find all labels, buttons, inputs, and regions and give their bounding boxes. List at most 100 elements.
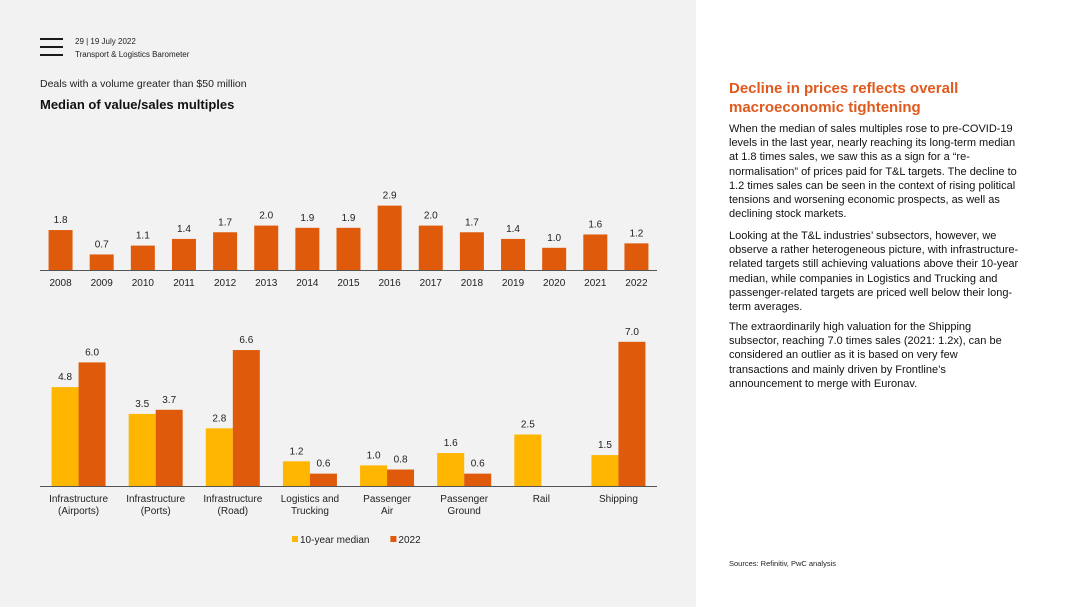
x-tick-label: Air [381, 506, 394, 517]
x-tick-label: 2009 [91, 278, 114, 289]
bar [309, 473, 337, 486]
value-label: 3.5 [135, 399, 149, 410]
text-line: declining stock markets. [729, 208, 847, 221]
bar [171, 238, 196, 270]
bar [514, 434, 542, 486]
x-tick-label: Passenger [363, 494, 411, 505]
x-tick-label: Shipping [599, 494, 638, 505]
x-tick-label: 2015 [337, 278, 360, 289]
value-label: 1.6 [444, 438, 458, 449]
value-label: 1.7 [218, 217, 232, 228]
value-label: 1.0 [547, 233, 561, 244]
x-tick-label: 2017 [420, 278, 443, 289]
value-label: 1.4 [506, 224, 520, 235]
x-tick-label: Infrastructure [49, 494, 108, 505]
value-label: 1.2 [289, 446, 303, 457]
x-tick-label: Passenger [440, 494, 488, 505]
value-label: 7.0 [625, 327, 639, 338]
bar [130, 245, 155, 270]
x-tick-label: 2014 [296, 278, 319, 289]
x-tick-label: Rail [533, 494, 550, 505]
legend-swatch [390, 536, 397, 542]
value-label: 2.8 [212, 413, 226, 424]
value-label: 0.8 [394, 455, 408, 466]
value-label: 1.4 [177, 224, 191, 235]
x-tick-label: (Airports) [58, 506, 99, 517]
value-label: 2.9 [383, 191, 397, 202]
x-tick-label: 2013 [255, 278, 278, 289]
bar [459, 232, 484, 270]
x-tick-label: Trucking [291, 506, 329, 517]
value-label: 0.7 [95, 239, 109, 250]
bar [437, 453, 465, 486]
text-line: transactions and mainly driven by Frontl… [729, 363, 946, 376]
x-tick-label: 2020 [543, 278, 566, 289]
bar [295, 227, 320, 270]
value-label: 3.7 [162, 395, 176, 406]
x-tick-label: 2011 [173, 278, 195, 289]
x-tick-label: 2010 [132, 278, 155, 289]
bar-charts: 1.8 2008 0.7 2009 1.1 2010 1.4 2011 1.7 2012 2.0 20… [40, 191, 657, 546]
bar [48, 230, 73, 270]
bar [501, 238, 526, 270]
x-tick-label: (Road) [218, 506, 249, 517]
bar [254, 225, 279, 270]
value-label: 2.5 [521, 420, 535, 431]
bar [155, 409, 183, 486]
text-line: subsector, reaching 7.0 times sales (202… [729, 335, 1002, 348]
x-tick-label: 2016 [379, 278, 402, 289]
value-label: 4.8 [58, 372, 72, 383]
heading-line: Decline in prices reflects overall [729, 80, 959, 97]
bar [387, 469, 415, 486]
hamburger-menu-icon[interactable] [40, 38, 63, 56]
value-label: 0.6 [471, 459, 485, 470]
x-tick-label: Infrastructure [126, 494, 185, 505]
value-label: 1.2 [629, 228, 643, 239]
value-label: 1.0 [367, 450, 381, 461]
paragraph-3: The extraordinarily high valuation for t… [729, 320, 1047, 391]
value-label: 1.9 [342, 213, 356, 224]
x-tick-label: 2021 [584, 278, 607, 289]
bar [591, 455, 619, 486]
x-tick-label: 2019 [502, 278, 525, 289]
bar [583, 234, 608, 270]
text-line: observe a rather heterogeneous picture, … [729, 244, 1019, 257]
bar [464, 473, 492, 486]
text-line: tensions and worsening economic prospect… [729, 194, 1000, 207]
x-tick-label: Infrastructure [203, 494, 262, 505]
bar [213, 232, 238, 270]
bar [618, 341, 646, 486]
bar [282, 461, 310, 486]
x-tick-label: 2022 [625, 278, 648, 289]
value-label: 6.0 [85, 347, 99, 358]
bar [51, 387, 79, 486]
x-tick-label: Ground [448, 506, 481, 517]
value-label: 1.6 [588, 219, 602, 230]
bar [89, 254, 114, 270]
page-info: 29 | 19 July 2022 [75, 37, 136, 46]
legend-label: 10-year median [300, 535, 369, 546]
text-panel [696, 0, 1080, 607]
sources-note: Sources: Refinitiv, PwC analysis [729, 559, 836, 568]
text-line: levels in the last year, nearly reaching… [729, 137, 1016, 150]
bar [360, 465, 388, 486]
chart-title: Median of value/sales multiples [40, 97, 235, 112]
text-line: at 1.8 times sales, we saw this as a sig… [729, 151, 970, 164]
value-label: 1.8 [54, 215, 68, 226]
value-label: 0.6 [316, 459, 330, 470]
bar [232, 350, 260, 486]
text-line: Looking at the T&L industries’ subsector… [729, 230, 997, 242]
text-line: announcement to merge with Euronav. [729, 377, 918, 390]
legend-swatch [292, 536, 298, 542]
paragraph-1: When the median of sales multiples rose … [729, 122, 1047, 221]
paragraph-2: Looking at the T&L industries’ subsector… [729, 229, 1047, 314]
value-label: 2.0 [424, 211, 438, 222]
x-tick-label: Logistics and [281, 494, 339, 505]
text-line: considered an outlier as it is based on … [729, 349, 958, 362]
value-label: 1.5 [598, 440, 612, 451]
text-line: 1.2 times sales can be seen in the conte… [729, 179, 1016, 192]
bar [336, 227, 361, 270]
right-heading: Decline in prices reflects overall macro… [729, 79, 1049, 117]
text-line: passenger-related targets are priced wel… [729, 286, 1013, 299]
bar [377, 205, 402, 270]
